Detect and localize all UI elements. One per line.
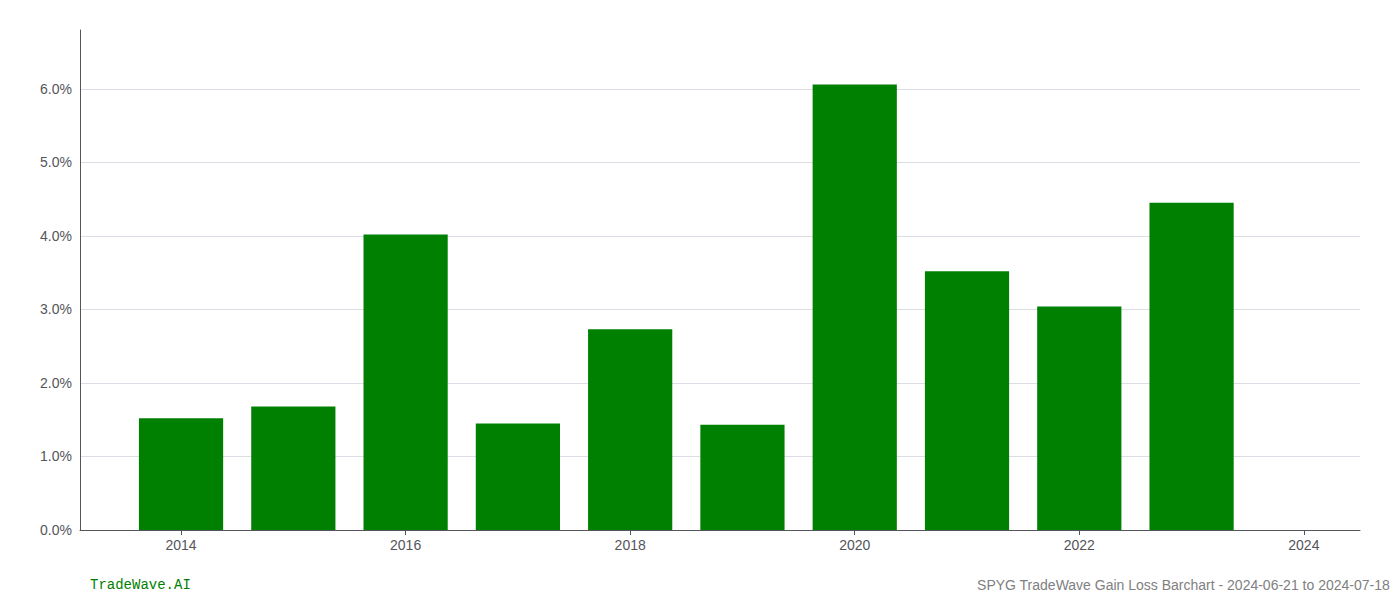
svg-text:6.0%: 6.0% <box>40 81 72 97</box>
svg-text:2014: 2014 <box>165 537 196 553</box>
svg-text:2022: 2022 <box>1064 537 1095 553</box>
svg-text:2018: 2018 <box>615 537 646 553</box>
svg-text:3.0%: 3.0% <box>40 301 72 317</box>
svg-text:2.0%: 2.0% <box>40 375 72 391</box>
svg-text:1.0%: 1.0% <box>40 448 72 464</box>
svg-text:4.0%: 4.0% <box>40 228 72 244</box>
svg-text:5.0%: 5.0% <box>40 154 72 170</box>
svg-text:2020: 2020 <box>839 537 870 553</box>
svg-text:0.0%: 0.0% <box>40 522 72 538</box>
svg-text:2024: 2024 <box>1288 537 1319 553</box>
svg-text:2016: 2016 <box>390 537 421 553</box>
svg-text:TradeWave.AI: TradeWave.AI <box>90 577 191 593</box>
svg-text:SPYG TradeWave Gain Loss Barch: SPYG TradeWave Gain Loss Barchart - 2024… <box>977 577 1390 593</box>
